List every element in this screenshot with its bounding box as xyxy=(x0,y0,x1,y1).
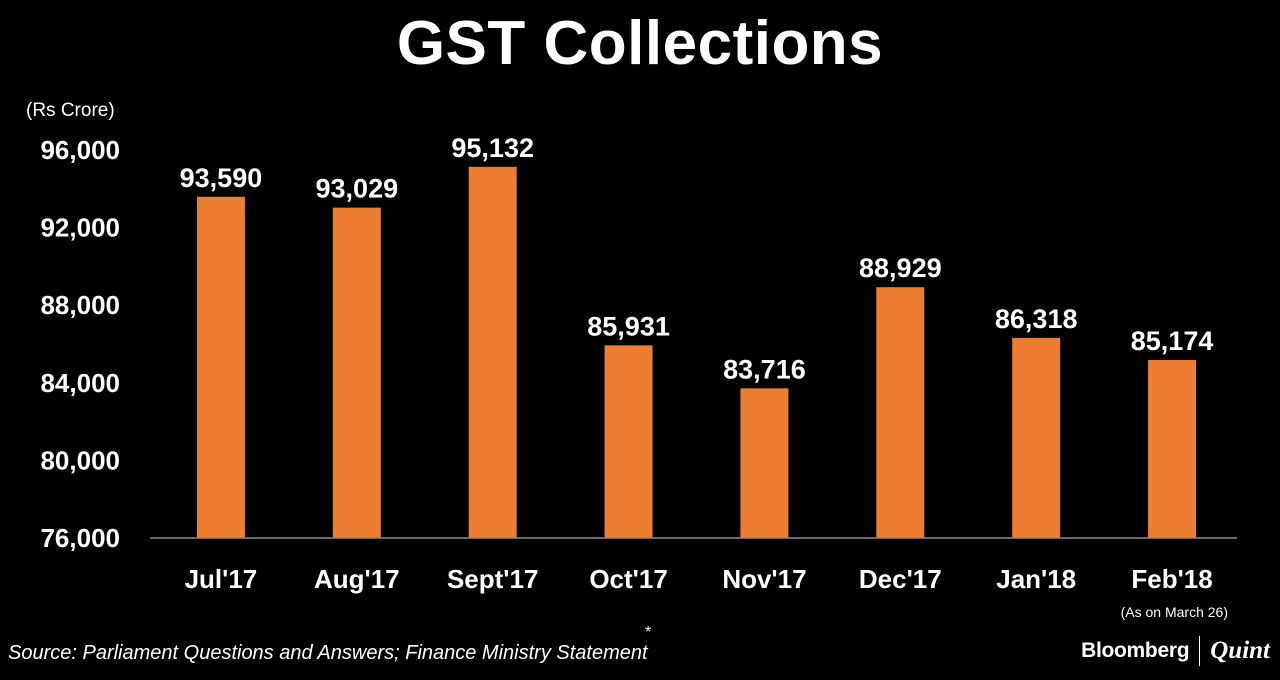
bar-value-label: 95,132 xyxy=(451,133,534,163)
y-tick-label: 96,000 xyxy=(40,135,120,165)
x-category-label: Dec'17 xyxy=(859,564,942,594)
brand-logo: Bloomberg Quint xyxy=(1081,636,1270,666)
bar xyxy=(196,196,245,538)
asterisk-mark: * xyxy=(645,624,652,641)
y-tick-label: 80,000 xyxy=(40,445,120,475)
x-category-label: Oct'17 xyxy=(589,564,667,594)
y-tick-label: 84,000 xyxy=(40,368,120,398)
bar xyxy=(1012,337,1061,538)
bar-value-label: 86,318 xyxy=(995,304,1078,334)
source-text: Source: Parliament Questions and Answers… xyxy=(8,642,648,664)
logo-divider xyxy=(1199,636,1201,666)
x-category-label: Nov'17 xyxy=(722,564,806,594)
bar xyxy=(604,345,653,538)
x-category-label: Jan'18 xyxy=(996,564,1076,594)
y-tick-label: 88,000 xyxy=(40,290,120,320)
bar-value-label: 85,931 xyxy=(587,311,670,341)
x-category-label: Feb'18 xyxy=(1131,564,1212,594)
bar-value-label: 88,929 xyxy=(859,253,942,283)
bar xyxy=(740,388,789,538)
y-tick-label: 92,000 xyxy=(40,213,120,243)
x-category-label: Sept'17 xyxy=(447,564,538,594)
chart-title: GST Collections xyxy=(396,9,884,78)
bar-value-label: 85,174 xyxy=(1131,326,1214,356)
y-tick-label: 76,000 xyxy=(40,523,120,553)
y-axis-unit-label: (Rs Crore) xyxy=(26,100,115,121)
footnote-annotation: (As on March 26) xyxy=(1120,604,1228,620)
bar xyxy=(1148,360,1197,538)
logo-primary-text: Bloomberg xyxy=(1081,639,1190,662)
x-category-label: Aug'17 xyxy=(314,564,400,594)
logo-secondary-text: Quint xyxy=(1210,637,1270,664)
x-category-label: Jul'17 xyxy=(185,564,258,594)
bar-value-label: 83,716 xyxy=(723,354,806,384)
bar xyxy=(332,207,381,539)
bar xyxy=(876,287,925,538)
bar xyxy=(468,166,517,538)
bar-value-label: 93,029 xyxy=(316,174,399,204)
bar-value-label: 93,590 xyxy=(180,163,263,193)
